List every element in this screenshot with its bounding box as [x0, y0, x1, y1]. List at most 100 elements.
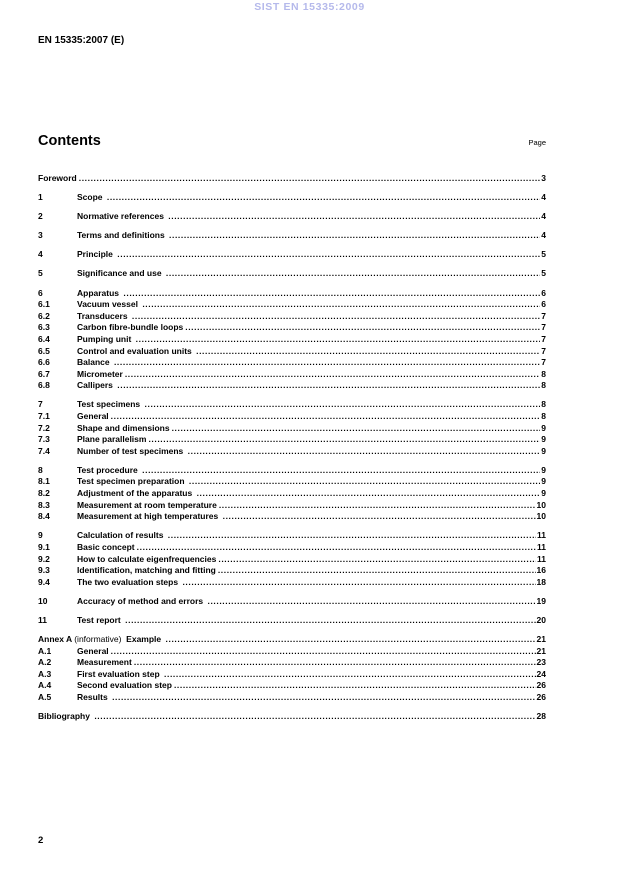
toc-entry-title: Shape and dimensions: [77, 422, 170, 433]
toc-entry: 6 Apparatus ............................…: [38, 288, 546, 300]
toc-leader-dots: ........................................…: [185, 322, 540, 333]
toc-entry-page: 11: [537, 530, 546, 541]
toc-entry-number: 9.2: [38, 553, 50, 564]
toc-entry-page: 11: [537, 553, 546, 564]
toc-entry-number: 6: [38, 287, 43, 298]
toc-entry: 9 Calculation of results ...............…: [38, 530, 546, 542]
toc-entry-page: 26: [536, 691, 546, 702]
toc-entry-page: 4: [541, 230, 546, 241]
toc-entry-page: 8: [541, 368, 546, 379]
toc-entry-title: Annex A (informative) Example: [38, 634, 164, 646]
toc-entry-title: Test procedure: [77, 464, 141, 475]
toc-entry-number: 1: [38, 192, 43, 203]
toc-leader-dots: ........................................…: [142, 299, 540, 310]
toc-entry: 7.3 Plane parallelism ..................…: [38, 434, 546, 446]
toc-entry-title: Transducers: [77, 310, 130, 321]
toc-leader-dots: ........................................…: [222, 511, 536, 522]
toc-entry-number: 8.2: [38, 488, 50, 499]
toc-entry-number: 6.3: [38, 322, 50, 333]
toc-leader-dots: ........................................…: [133, 657, 536, 668]
toc-entry-number: A.4: [38, 680, 52, 691]
toc-entry-title: Test specimens: [77, 399, 143, 410]
toc-entry: A.3 First evaluation step ..............…: [38, 669, 546, 681]
toc-leader-dots: ........................................…: [112, 691, 536, 702]
toc-entry-title: Pumping unit: [77, 333, 134, 344]
toc-entry-title: Carbon fibre-bundle loops: [77, 322, 184, 333]
toc-entry-number: 7.3: [38, 434, 50, 445]
toc-entry-number: 9: [38, 530, 43, 541]
toc-leader-dots: ........................................…: [94, 711, 536, 722]
toc-entry: 9.4 The two evaluation steps ...........…: [38, 577, 546, 589]
table-of-contents: Foreword ...............................…: [38, 173, 546, 723]
toc-leader-dots: ........................................…: [78, 173, 541, 183]
toc-entry: 9.1 Basic concept ......................…: [38, 542, 546, 554]
toc-entry-page: 19: [536, 595, 546, 606]
toc-entry: 5 Significance and use .................…: [38, 268, 546, 280]
toc-entry-number: 6.4: [38, 333, 50, 344]
toc-entry-page: 18: [536, 576, 546, 587]
toc-entry-title: Normative references: [77, 211, 167, 222]
toc-entry-page: 7: [541, 322, 546, 333]
toc-leader-dots: ........................................…: [167, 530, 536, 541]
toc-entry-number: 8.4: [38, 511, 50, 522]
toc-entry-title: How to calculate eigenfrequencies: [77, 553, 217, 564]
toc-leader-dots: ........................................…: [164, 668, 536, 679]
toc-entry-number: 3: [38, 230, 43, 241]
toc-entry-page: 23: [536, 657, 546, 668]
watermark-text: SIST EN 15335:2009: [254, 1, 365, 13]
toc-entry-page: 8: [541, 411, 546, 421]
toc-entry-title: Test specimen preparation: [77, 476, 187, 487]
toc-entry-page: 11: [537, 541, 546, 552]
toc-entry-page: 9: [541, 434, 546, 445]
toc-entry-title: Calculation of results: [77, 530, 166, 541]
toc-entry-page: 9: [541, 488, 546, 499]
toc-leader-dots: ........................................…: [135, 333, 541, 344]
toc-entry-title: Second evaluation step: [77, 680, 172, 691]
toc-entry-number: 5: [38, 268, 43, 279]
toc-entry-title: Plane parallelism: [77, 434, 147, 445]
toc-entry-title: Micrometer: [77, 368, 123, 379]
toc-entry-page: 20: [536, 614, 546, 625]
toc-leader-dots: ........................................…: [182, 576, 535, 587]
toc-leader-dots: ........................................…: [124, 368, 541, 379]
toc-leader-dots: ........................................…: [218, 553, 536, 564]
toc-leader-dots: ........................................…: [168, 211, 541, 222]
document-reference: EN 15335:2007 (E): [38, 35, 125, 46]
toc-entry-title: Adjustment of the apparatus: [77, 488, 195, 499]
toc-entry-number: 8.3: [38, 499, 50, 510]
toc-entry-page: 10: [536, 511, 546, 522]
toc-entry-title: First evaluation step: [77, 668, 163, 679]
toc-entry: 8.2 Adjustment of the apparatus ........…: [38, 488, 546, 500]
toc-leader-dots: ........................................…: [113, 357, 541, 368]
toc-entry-number: 6.2: [38, 310, 50, 321]
toc-entry: 1 Scope ................................…: [38, 192, 546, 204]
toc-entry-page: 26: [536, 680, 546, 691]
toc-entry-title: General: [77, 411, 109, 421]
toc-leader-dots: ........................................…: [142, 464, 540, 475]
toc-entry-page: 9: [541, 476, 546, 487]
toc-entry-title: Apparatus: [77, 287, 122, 298]
toc-entry-title: Principle: [77, 249, 116, 260]
toc-leader-dots: ........................................…: [136, 541, 536, 552]
toc-entry: 8.4 Measurement at high temperatures ...…: [38, 511, 546, 523]
toc-leader-dots: ........................................…: [196, 345, 540, 356]
toc-entry-number: 6.6: [38, 357, 50, 368]
toc-entry-page: 9: [541, 464, 546, 475]
toc-entry: 6.3 Carbon fibre-bundle loops ..........…: [38, 322, 546, 334]
toc-entry-page: 7: [541, 345, 546, 356]
toc-entry-page: 9: [541, 422, 546, 433]
toc-entry-number: 2: [38, 211, 43, 222]
toc-entry: Annex A (informative) Example ..........…: [38, 634, 546, 646]
toc-leader-dots: ........................................…: [196, 488, 541, 499]
toc-entry-title: Test report: [77, 614, 124, 625]
toc-entry-page: 24: [536, 668, 546, 679]
toc-entry-page: 21: [536, 645, 546, 656]
page-number: 2: [38, 835, 44, 846]
toc-entry-number: A.3: [38, 668, 52, 679]
toc-entry-title: Accuracy of method and errors: [77, 595, 206, 606]
toc-leader-dots: ........................................…: [117, 380, 541, 391]
toc-entry-title-part: (informative): [74, 634, 122, 644]
toc-leader-dots: ........................................…: [218, 499, 536, 510]
toc-entry-page: 7: [541, 357, 546, 368]
toc-leader-dots: ........................................…: [117, 249, 541, 260]
